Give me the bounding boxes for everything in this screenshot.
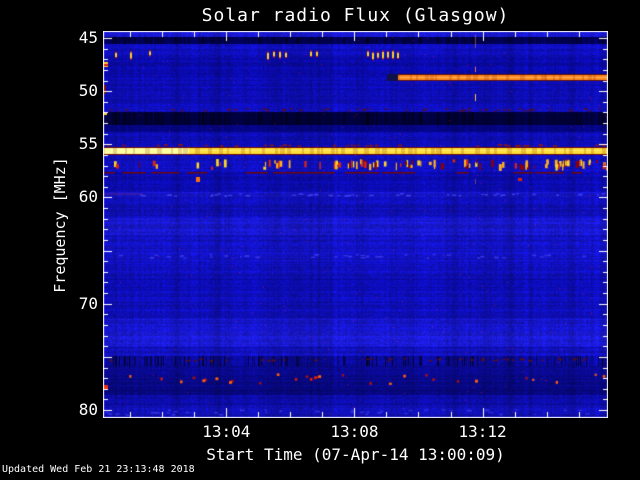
y-tick-label-70: 70 [78,293,98,313]
y-tick-label-55: 55 [78,134,98,154]
y-axis-title: Frequency [MHz] [51,157,69,293]
x-tick-label-1308: 13:08 [330,422,379,441]
y-tick-label-80: 80 [78,400,98,420]
x-axis-title: Start Time (07-Apr-14 13:00:09) [206,445,505,464]
y-tick-label-50: 50 [78,81,98,101]
chart-title: Solar radio Flux (Glasgow) [201,5,510,26]
x-tick-label-1312: 13:12 [458,422,507,441]
updated-timestamp: Updated Wed Feb 21 23:13:48 2018 [2,464,195,475]
y-tick-label-45: 45 [78,28,98,47]
spectrogram-plot-area [103,31,608,418]
x-tick-label-1304: 13:04 [202,422,251,441]
y-tick-label-60: 60 [78,187,98,207]
